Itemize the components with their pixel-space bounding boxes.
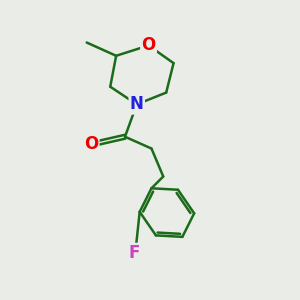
Text: N: N	[130, 95, 144, 113]
Text: F: F	[128, 244, 140, 262]
Text: O: O	[84, 135, 98, 153]
Text: O: O	[141, 37, 156, 55]
